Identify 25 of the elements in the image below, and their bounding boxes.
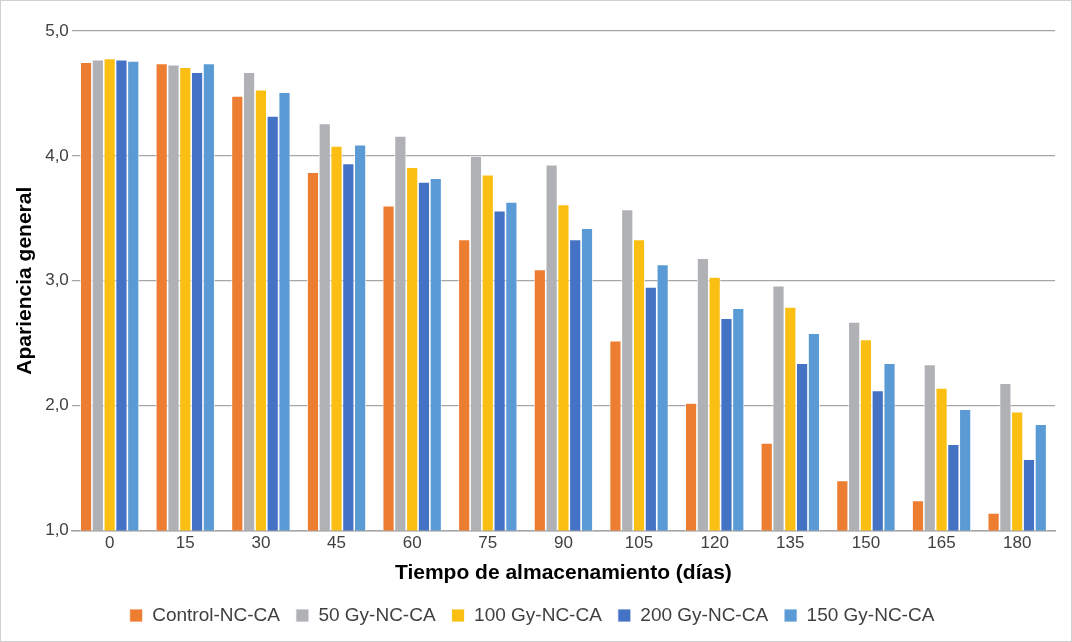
x-tick-label: 135: [776, 533, 805, 553]
x-tick-label: 180: [1003, 533, 1032, 553]
y-tick-label: 5,0: [45, 20, 69, 40]
x-tick-label: 45: [327, 533, 346, 553]
x-tick-label: 150: [851, 533, 881, 553]
legend-label: Control-NC-CA: [152, 603, 281, 625]
x-tick-label: 165: [927, 533, 956, 553]
x-tick-label: 0: [104, 533, 115, 553]
y-tick-label: 4,0: [45, 145, 69, 165]
x-axis-title: Tiempo de almacenamiento (días): [394, 560, 732, 584]
x-tick-label: 90: [553, 533, 573, 553]
x-tick-label: 60: [402, 533, 422, 553]
y-axis-title: Apariencia general: [12, 186, 36, 375]
x-tick-label: 30: [251, 533, 271, 553]
legend-label: 200 Gy-NC-CA: [640, 603, 769, 625]
x-tick-label: 105: [624, 533, 654, 553]
legend-label: 100 Gy-NC-CA: [474, 603, 603, 625]
y-tick-label: 3,0: [45, 270, 69, 290]
y-tick-label: 2,0: [45, 395, 69, 415]
x-tick-label: 75: [478, 533, 498, 553]
legend-label: 50 Gy-NC-CA: [318, 603, 436, 625]
legend-label: 150 Gy-NC-CA: [806, 603, 935, 625]
x-tick-label: 120: [700, 533, 729, 553]
y-tick-label: 1,0: [45, 520, 69, 540]
x-tick-label: 15: [175, 533, 195, 553]
